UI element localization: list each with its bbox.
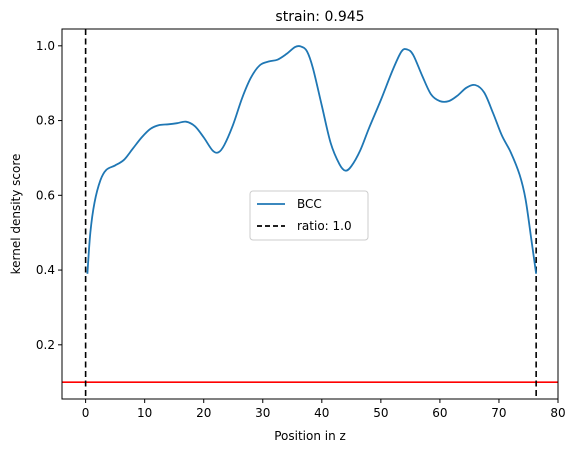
x-tick-label: 60 [432, 406, 447, 420]
series-line-bcc [86, 45, 538, 274]
y-axis-ticks: 0.2 0.4 0.6 0.8 1.0 [36, 39, 62, 352]
y-axis-label: kernel density score [9, 154, 23, 275]
plot-layer [62, 29, 558, 399]
x-tick-label: 0 [82, 406, 90, 420]
legend-label-ratio: ratio: 1.0 [297, 219, 352, 233]
x-tick-label: 80 [550, 406, 565, 420]
y-tick-label: 0.2 [36, 338, 55, 352]
legend-label-bcc: BCC [297, 197, 322, 211]
y-tick-label: 0.6 [36, 188, 55, 202]
x-tick-label: 10 [137, 406, 152, 420]
x-axis-ticks: 0 10 20 30 40 50 60 70 80 [82, 399, 566, 420]
y-tick-label: 0.8 [36, 114, 55, 128]
x-tick-label: 30 [255, 406, 270, 420]
y-tick-label: 1.0 [36, 39, 55, 53]
legend: BCC ratio: 1.0 [249, 190, 369, 241]
y-tick-label: 0.4 [36, 263, 55, 277]
x-tick-label: 70 [491, 406, 506, 420]
axes-frame [61, 28, 559, 400]
x-tick-label: 20 [196, 406, 211, 420]
x-tick-label: 40 [314, 406, 329, 420]
chart-title: strain: 0.945 [275, 9, 364, 25]
x-axis-label: Position in z [274, 429, 346, 443]
x-tick-label: 50 [373, 406, 388, 420]
